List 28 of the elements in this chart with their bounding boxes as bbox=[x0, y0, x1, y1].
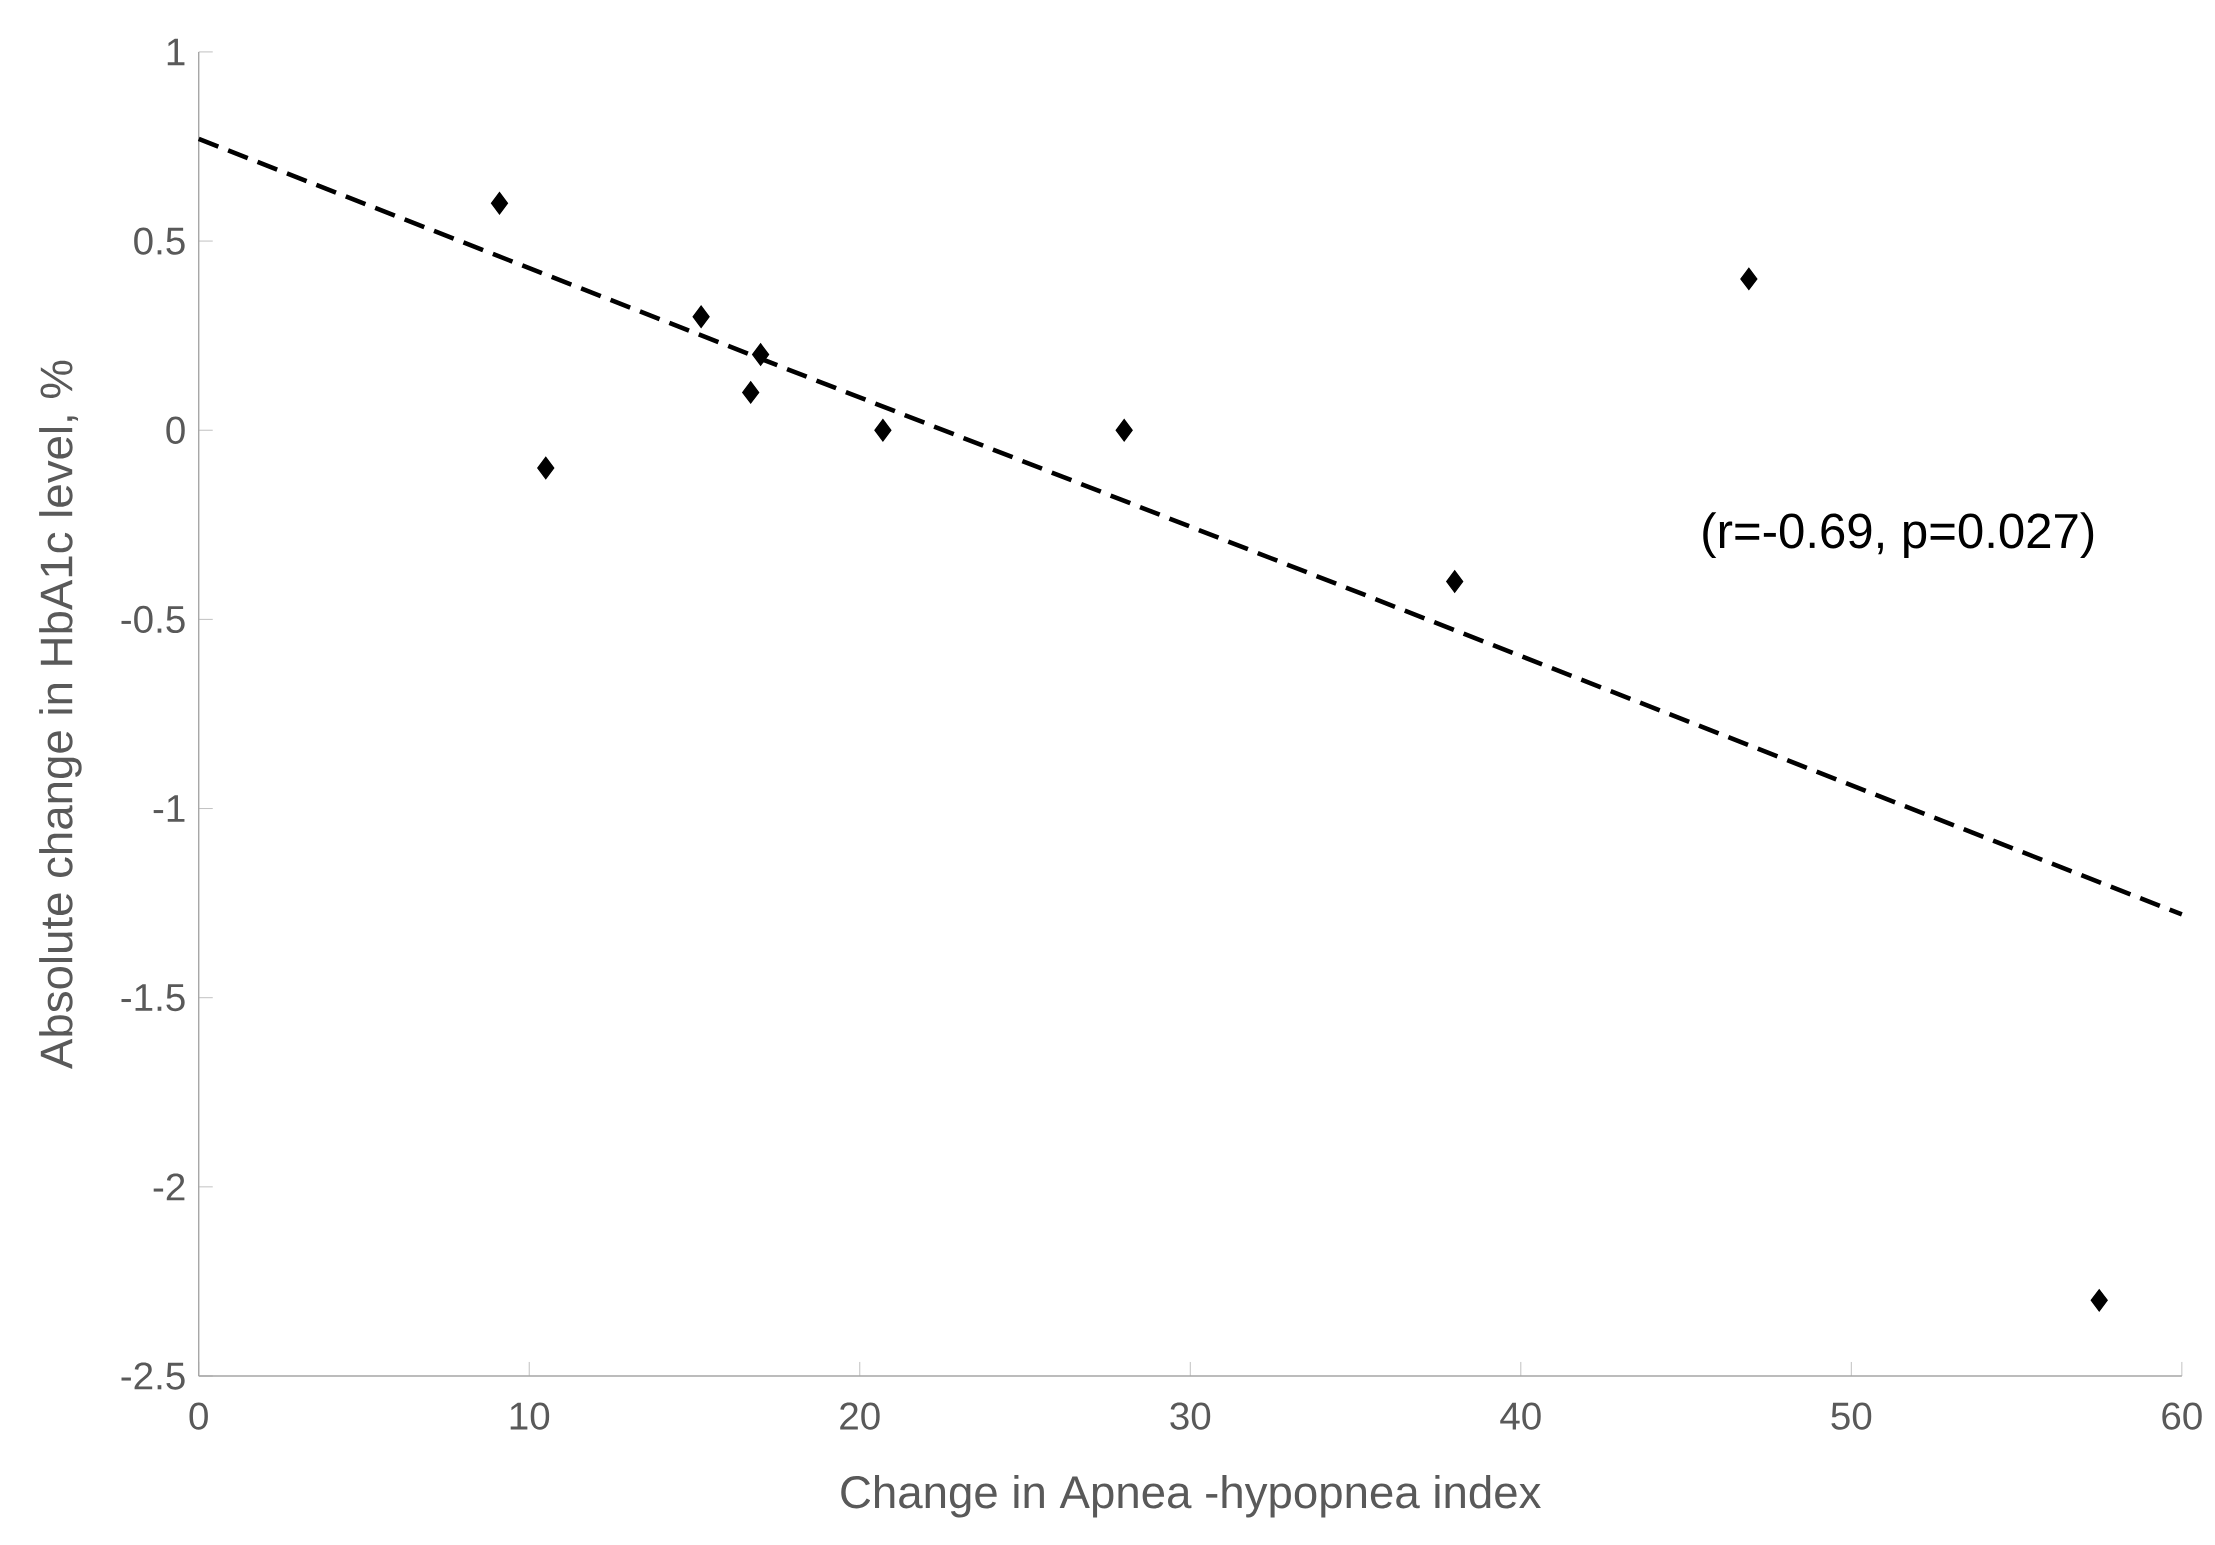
point bbox=[742, 381, 760, 404]
x-tick-label: 0 bbox=[189, 1402, 208, 1430]
x-tick-label: 20 bbox=[840, 1402, 880, 1430]
y-tick-label: 0.5 bbox=[134, 227, 185, 255]
y-tick-label: -2.5 bbox=[121, 1362, 185, 1390]
point bbox=[752, 343, 770, 366]
y-tick-label: -0.5 bbox=[121, 605, 185, 634]
point bbox=[1446, 570, 1464, 593]
y-tick-label: 0 bbox=[166, 416, 185, 445]
y-axis-title: Absolute change in HbA1c level, % bbox=[39, 360, 82, 1070]
point bbox=[692, 305, 710, 329]
x-tick-label: 40 bbox=[1500, 1402, 1541, 1430]
y-tick-label: -2 bbox=[153, 1173, 185, 1201]
point bbox=[1115, 419, 1133, 442]
point bbox=[874, 419, 892, 442]
x-tick-label: 60 bbox=[2162, 1402, 2202, 1430]
x-axis-title: Change in Apnea -hypopnea index bbox=[841, 1475, 1541, 1518]
y-tick-label: -1 bbox=[153, 795, 185, 822]
x-tick-label: 50 bbox=[1831, 1402, 1872, 1430]
x-tick-label: 30 bbox=[1170, 1402, 1211, 1430]
point bbox=[2090, 1289, 2108, 1312]
point bbox=[490, 192, 509, 215]
y-tick-label: 1 bbox=[167, 38, 185, 66]
y-tick-label: -1.5 bbox=[121, 984, 185, 1012]
x-tick-label: 10 bbox=[510, 1402, 550, 1430]
point bbox=[537, 456, 555, 480]
annotation: (r=-0.69, p=0.027) bbox=[1703, 512, 2094, 559]
point bbox=[1740, 267, 1758, 291]
